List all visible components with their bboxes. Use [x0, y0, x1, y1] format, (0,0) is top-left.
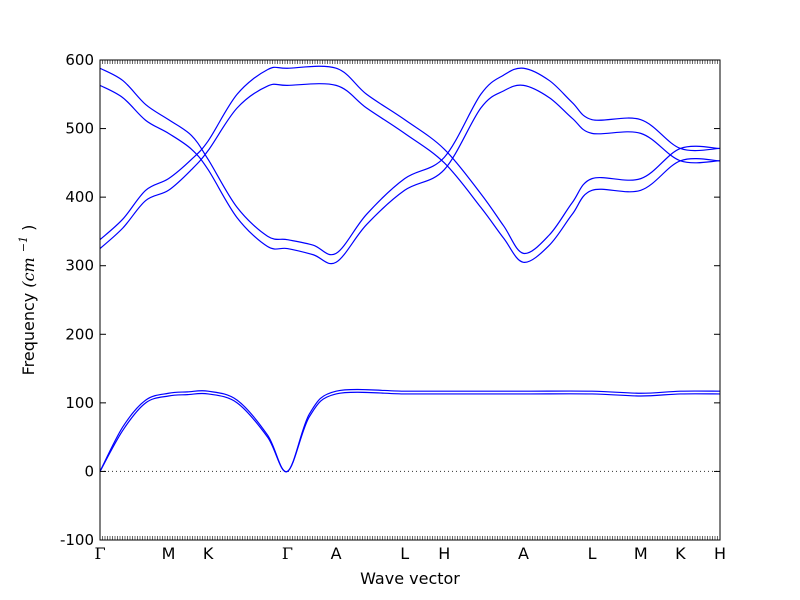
y-axis-title-unit: (cm — [19, 257, 38, 287]
y-axis-title: Frequency (cm −1 ) — [12, 225, 38, 376]
x-tick-label: M — [634, 544, 648, 563]
y-axis: -100 0 100 200 300 400 500 600 — [60, 51, 720, 549]
x-tick-label: L — [400, 544, 409, 563]
band-line-1 — [99, 391, 721, 473]
x-tick-label: H — [714, 544, 726, 563]
y-axis-title-text: Frequency — [19, 293, 38, 376]
band-line-6 — [99, 67, 721, 256]
x-tick-label: K — [203, 544, 214, 563]
x-tick-label: H — [438, 544, 450, 563]
band-line-3 — [99, 83, 721, 263]
x-tick-label: Γ — [94, 544, 105, 563]
y-tick-label: 500 — [65, 120, 94, 138]
band-line-2 — [99, 388, 721, 473]
y-tick-label: 100 — [65, 394, 94, 412]
x-tick-label: Γ — [282, 544, 293, 563]
y-tick-label: 600 — [65, 51, 94, 69]
x-tick-label: A — [518, 544, 529, 563]
x-tick-label: L — [588, 544, 597, 563]
y-tick-label: -100 — [60, 531, 94, 549]
band-lines — [99, 65, 721, 473]
x-tick-label: K — [675, 544, 686, 563]
y-axis-title-close: ) — [19, 225, 38, 231]
x-axis-title: Wave vector — [360, 569, 460, 588]
band-line-4 — [99, 65, 721, 254]
y-tick-label: 400 — [65, 188, 94, 206]
band-line-5 — [99, 84, 721, 265]
y-tick-label: 300 — [65, 257, 94, 275]
x-tick-label: A — [331, 544, 342, 563]
y-tick-label: 0 — [84, 462, 94, 480]
y-tick-label: 200 — [65, 325, 94, 343]
x-tick-label: M — [162, 544, 176, 563]
y-axis-title-exponent: −1 — [17, 236, 30, 252]
